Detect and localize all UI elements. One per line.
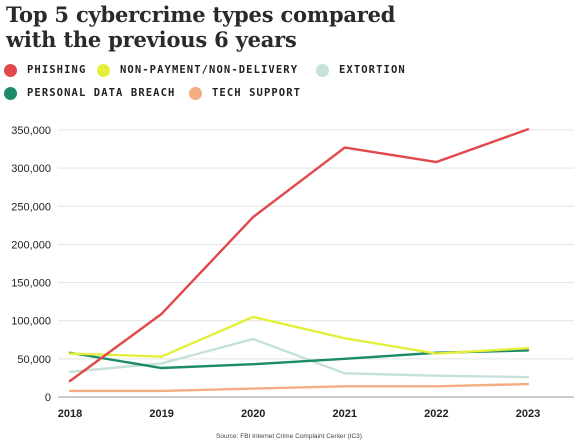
y-tick-label: 100,000 bbox=[11, 316, 51, 328]
legend-item-personal-data-breach: PERSONAL DATA BREACH bbox=[4, 83, 175, 103]
series-line-tech-support bbox=[68, 382, 530, 393]
x-tick-label: 2020 bbox=[241, 408, 265, 420]
chart-title-line-2: with the previous 6 years bbox=[6, 27, 297, 52]
legend-label-extortion: EXTORTION bbox=[339, 64, 406, 76]
legend-swatch-personal-data-breach bbox=[4, 86, 17, 100]
legend-label-non-payment: NON-PAYMENT/NON-DELIVERY bbox=[120, 64, 299, 76]
y-tick-label: 200,000 bbox=[11, 239, 51, 251]
legend-swatch-non-payment bbox=[97, 63, 110, 77]
source-note: Source: FBI Internet Crime Complaint Cen… bbox=[216, 433, 362, 440]
y-tick-label: 350,000 bbox=[11, 125, 51, 137]
y-tick-label: 0 bbox=[45, 392, 51, 404]
x-tick-label: 2022 bbox=[424, 408, 448, 420]
y-tick-label: 250,000 bbox=[11, 201, 51, 213]
gridlines bbox=[58, 129, 574, 398]
y-tick-label: 50,000 bbox=[17, 354, 51, 366]
y-tick-label: 300,000 bbox=[11, 163, 51, 175]
series-line-non-payment-non-delivery bbox=[68, 315, 530, 358]
x-tick-label: 2019 bbox=[149, 408, 173, 420]
legend-item-extortion: EXTORTION bbox=[316, 60, 406, 80]
y-tick-label: 150,000 bbox=[11, 278, 51, 290]
chart-legend: PHISHING NON-PAYMENT/NON-DELIVERY EXTORT… bbox=[0, 60, 578, 110]
legend-item-non-payment: NON-PAYMENT/NON-DELIVERY bbox=[97, 60, 298, 80]
y-axis-tick-labels: 0 50,000 100,000 150,000 200,000 250,000 300,0… bbox=[11, 125, 51, 404]
legend-item-tech-support: TECH SUPPORT bbox=[189, 83, 301, 103]
x-tick-label: 2018 bbox=[58, 408, 82, 420]
x-tick-label: 2023 bbox=[516, 408, 540, 420]
chart-title: Top 5 cybercrime types compared with the… bbox=[6, 2, 395, 52]
series-line-extortion bbox=[68, 337, 530, 379]
legend-swatch-extortion bbox=[316, 63, 329, 77]
series-lines bbox=[68, 128, 530, 393]
legend-swatch-phishing bbox=[4, 63, 17, 77]
x-tick-label: 2021 bbox=[333, 408, 357, 420]
legend-label-phishing: PHISHING bbox=[27, 64, 87, 76]
chart-title-line-1: Top 5 cybercrime types compared bbox=[6, 2, 396, 27]
x-axis-tick-labels: 2018 2019 2020 2021 2022 2023 bbox=[58, 408, 540, 420]
legend-label-personal-data-breach: PERSONAL DATA BREACH bbox=[27, 87, 176, 99]
legend-swatch-tech-support bbox=[189, 86, 202, 100]
legend-item-phishing: PHISHING bbox=[4, 60, 86, 80]
series-line-phishing bbox=[68, 128, 530, 383]
legend-label-tech-support: TECH SUPPORT bbox=[212, 87, 302, 99]
